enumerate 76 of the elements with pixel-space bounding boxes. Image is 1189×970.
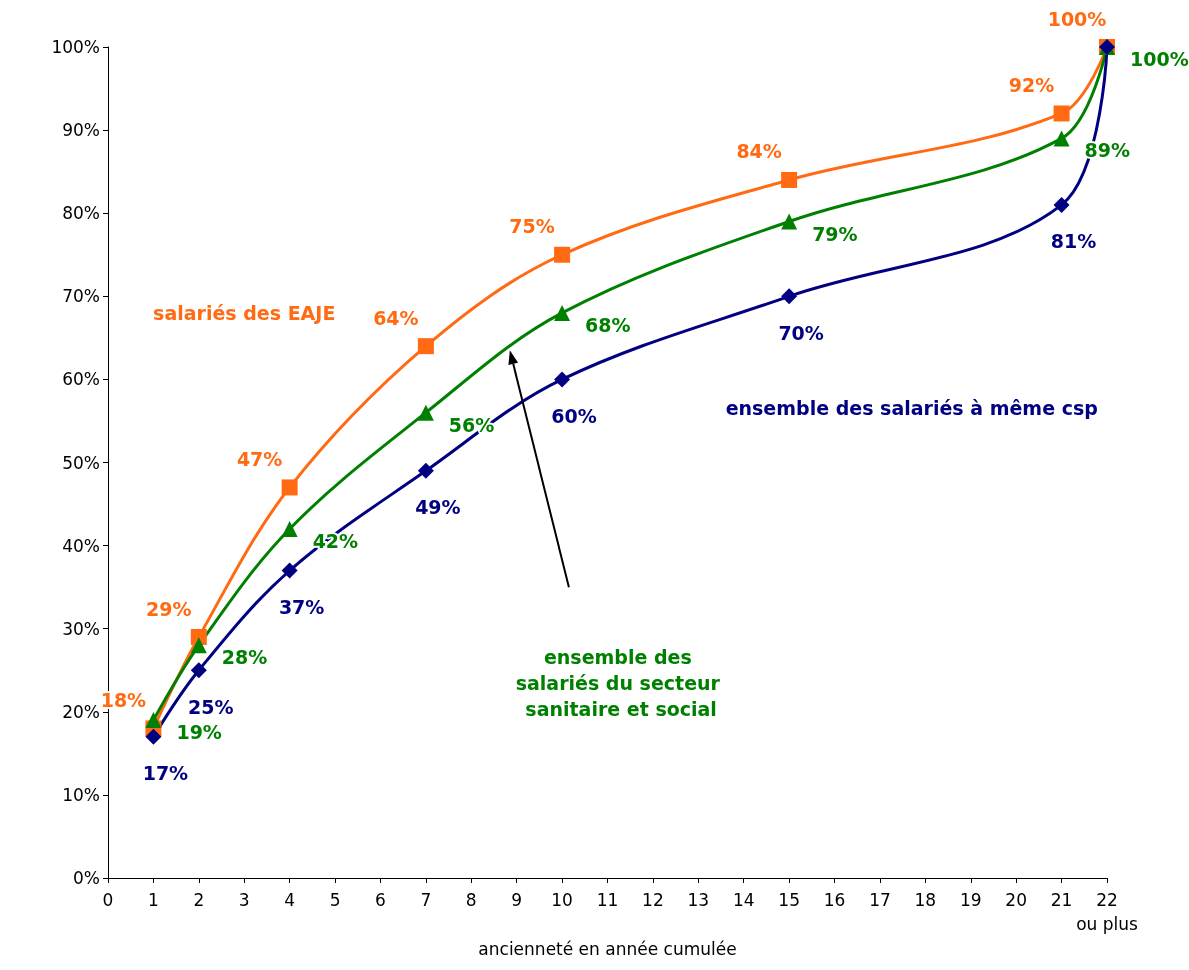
point	[145, 728, 162, 745]
x-tick-label: 4	[284, 890, 296, 910]
y-tick-label: 40%	[62, 535, 100, 556]
x-tick-label: 20	[1005, 890, 1027, 910]
y-tick-label: 60%	[62, 369, 100, 390]
point	[554, 246, 571, 263]
x-tick-label: 2	[193, 890, 205, 910]
y-tick-label: 100%	[51, 37, 100, 57]
x-tick-label: 10	[551, 890, 573, 910]
y-tick-label: 20%	[62, 701, 100, 722]
data-label: 100%	[1130, 48, 1189, 70]
point	[1053, 130, 1070, 147]
data-label: 81%	[1050, 230, 1097, 253]
data-label: 28%	[221, 646, 268, 669]
data-label: 84%	[736, 140, 782, 163]
data-label: 19%	[176, 721, 222, 744]
point	[190, 637, 207, 654]
x-tick-label: 22 ou plus	[1076, 890, 1138, 934]
point	[417, 404, 434, 421]
point	[281, 479, 298, 496]
text: ensemble des salariés du secteur sanitaire et social	[515, 645, 727, 720]
point	[1053, 196, 1070, 213]
data-label: 64%	[373, 306, 419, 329]
point	[554, 304, 571, 321]
data-label: 60%	[551, 404, 597, 427]
data-label: 68%	[585, 313, 631, 336]
x-tick-label: 15	[778, 890, 800, 910]
x-tick-label: 3	[238, 890, 250, 910]
point	[145, 712, 162, 729]
point	[190, 662, 207, 679]
data-label: 25%	[188, 695, 234, 718]
x-tick-label: 8	[465, 890, 477, 910]
x-tick-label: 6	[375, 890, 386, 910]
y-tick-label: 90%	[62, 120, 100, 141]
y-tick-label: 80%	[62, 203, 100, 224]
text: ensemble des salariés à même csp	[725, 397, 1098, 420]
x-tick-label: 21	[1050, 890, 1073, 910]
x-axis-title: ancienneté en année cumulée	[478, 939, 737, 960]
data-label: 47%	[236, 447, 283, 470]
x-tick-label: 19	[959, 890, 982, 910]
data-label: 17%	[142, 762, 189, 785]
point	[1053, 105, 1070, 122]
x-tick-label: 17	[869, 890, 891, 910]
point	[281, 520, 298, 537]
y-tick-label: 50%	[62, 452, 100, 473]
x-tick-label: 18	[914, 890, 937, 910]
point	[417, 462, 434, 479]
point	[281, 562, 298, 579]
x-tick-label: 5	[329, 890, 341, 910]
point	[781, 213, 798, 230]
x-tick-label: 14	[732, 890, 755, 910]
data-label: 29%	[146, 597, 192, 620]
data-label: 100%	[1047, 7, 1107, 30]
text: salariés des EAJE	[153, 301, 336, 324]
data-label: 92%	[1008, 73, 1055, 96]
data-label: 49%	[415, 496, 461, 519]
y-tick-label: 10%	[62, 784, 100, 805]
y-tick-label: 0%	[73, 868, 100, 888]
x-tick-label: 13	[687, 890, 710, 910]
y-tick-label: 70%	[62, 286, 100, 307]
data-label: 70%	[778, 321, 824, 344]
point	[417, 338, 434, 355]
x-tick-label: 0	[102, 890, 114, 910]
x-tick-label: 11	[596, 890, 619, 910]
point	[781, 171, 798, 188]
data-label: 37%	[278, 596, 325, 619]
x-tick-label: 1	[148, 890, 159, 910]
point	[554, 371, 571, 388]
x-tick-label: 12	[642, 890, 664, 910]
x-tick-label: 16	[823, 890, 846, 910]
x-tick-label: 7	[420, 890, 432, 910]
data-label: 75%	[509, 215, 555, 238]
y-tick-label: 30%	[62, 618, 100, 639]
point	[781, 288, 798, 305]
data-label: 79%	[812, 222, 858, 245]
x-tick-label: 9	[511, 890, 523, 910]
